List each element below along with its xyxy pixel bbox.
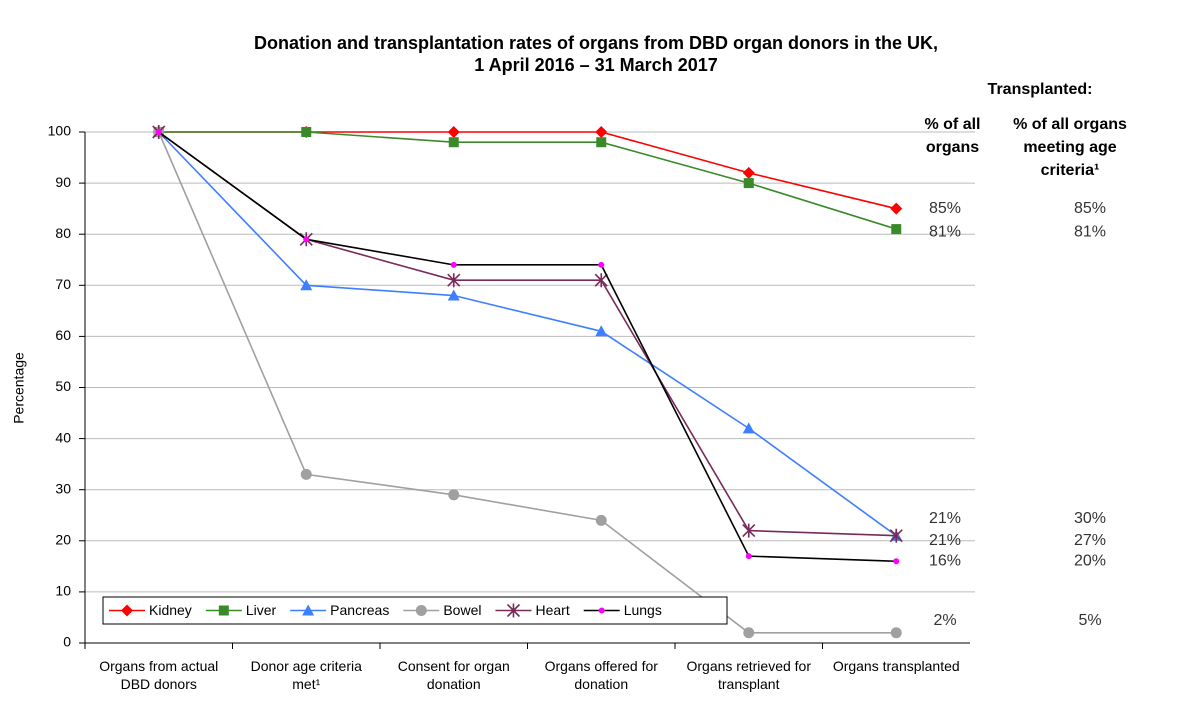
x-tick-label: Consent for organ donation — [397, 658, 510, 692]
y-axis-label: Percentage — [11, 352, 27, 424]
value-label: 21% — [929, 510, 961, 527]
marker — [743, 178, 754, 189]
column-header: % of all organs — [924, 116, 981, 156]
marker — [743, 627, 755, 639]
y-tick-label: 10 — [55, 583, 71, 599]
marker — [447, 289, 460, 301]
y-tick-label: 0 — [63, 634, 71, 650]
y-tick-label: 100 — [48, 123, 72, 139]
marker — [121, 604, 133, 617]
series-line — [158, 131, 897, 210]
series-line — [158, 131, 897, 537]
x-tick-label: Donor age criteria met¹ — [250, 658, 362, 692]
legend-label: Lungs — [624, 602, 662, 618]
series-line — [158, 131, 897, 634]
marker — [742, 523, 756, 538]
marker — [303, 236, 310, 243]
y-tick-label: 80 — [55, 225, 71, 241]
marker — [415, 605, 427, 616]
value-label: 16% — [929, 552, 961, 569]
marker — [447, 126, 460, 138]
marker — [889, 528, 903, 543]
y-tick-label: 70 — [55, 276, 71, 292]
marker — [450, 261, 457, 268]
y-tick-label: 20 — [55, 532, 71, 548]
x-tick-label: Organs offered for donation — [544, 658, 658, 692]
value-label: 2% — [933, 612, 956, 629]
marker — [893, 558, 900, 565]
series-line — [158, 131, 897, 230]
y-tick-label: 30 — [55, 480, 71, 496]
marker — [155, 129, 162, 135]
x-tick-label: Organs from actual DBD donors — [99, 658, 219, 692]
marker — [598, 261, 605, 268]
marker — [891, 224, 902, 235]
marker — [302, 604, 315, 616]
marker — [448, 137, 459, 148]
value-label: 85% — [929, 200, 961, 217]
y-tick-label: 90 — [55, 174, 71, 190]
legend-label: Pancreas — [330, 602, 389, 618]
marker — [300, 279, 313, 291]
age-criteria-label: 85% — [1074, 200, 1106, 217]
marker — [745, 553, 752, 560]
x-tick-label: Organs retrieved for transplant — [686, 658, 812, 692]
marker — [595, 514, 607, 526]
marker — [300, 468, 312, 480]
column-header: % of all organs meeting age criteria¹ — [1013, 116, 1127, 179]
age-criteria-label: 27% — [1074, 532, 1106, 549]
series-line — [158, 131, 897, 537]
marker — [598, 607, 605, 614]
marker — [595, 126, 608, 138]
age-criteria-label: 81% — [1074, 223, 1106, 240]
marker — [448, 489, 460, 501]
marker — [890, 627, 902, 639]
legend-label: Kidney — [149, 602, 192, 618]
series-line — [158, 131, 897, 563]
y-tick-label: 40 — [55, 429, 71, 445]
legend-label: Heart — [535, 602, 569, 618]
y-tick-label: 50 — [55, 378, 71, 394]
legend-label: Bowel — [443, 602, 481, 618]
marker — [596, 137, 607, 148]
marker — [595, 325, 608, 337]
marker — [218, 605, 229, 616]
chart-title: 1 April 2016 – 31 March 2017 — [474, 55, 717, 75]
age-criteria-label: 5% — [1078, 612, 1101, 629]
y-tick-label: 60 — [55, 327, 71, 343]
x-tick-label: Organs transplanted — [832, 658, 960, 674]
marker — [890, 202, 903, 215]
legend-label: Liver — [246, 602, 277, 618]
marker — [594, 273, 608, 288]
marker — [447, 273, 461, 288]
marker — [742, 422, 755, 434]
chart-title: Donation and transplantation rates of or… — [254, 33, 938, 53]
age-criteria-label: 30% — [1074, 510, 1106, 527]
value-label: 81% — [929, 223, 961, 240]
value-label: 21% — [929, 532, 961, 549]
marker — [742, 166, 755, 179]
age-criteria-label: 20% — [1074, 552, 1106, 569]
marker — [301, 127, 312, 137]
annotation-title: Transplanted: — [988, 81, 1093, 98]
marker — [506, 603, 521, 618]
